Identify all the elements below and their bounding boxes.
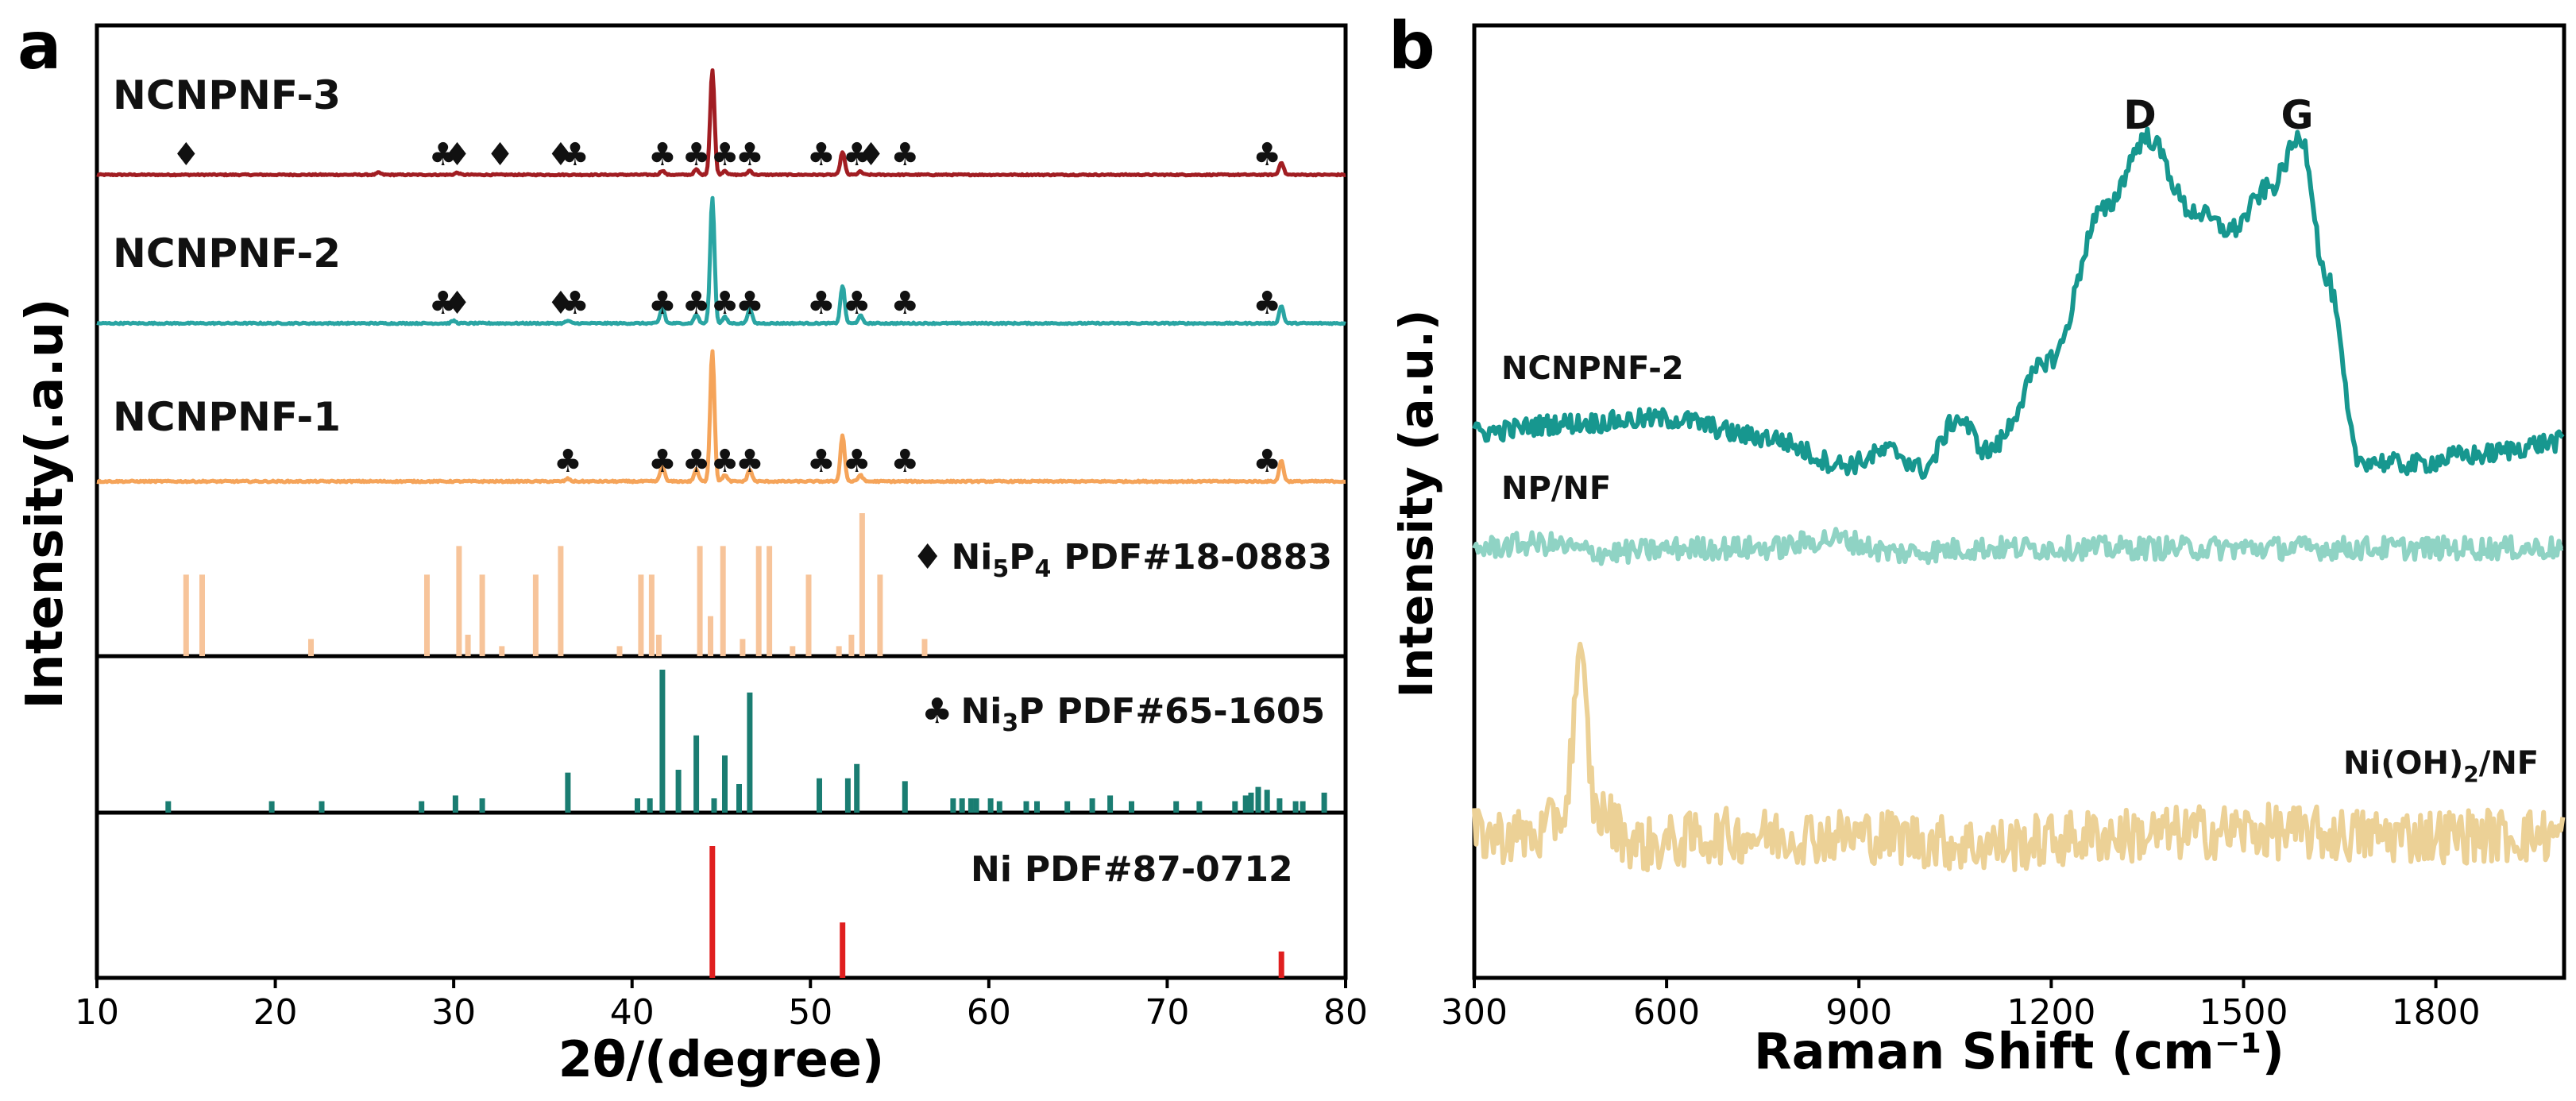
club-marker-ncnpnf-2-5: ♣ <box>736 285 764 322</box>
panel-b-spectra <box>1472 126 2566 873</box>
panel-b-x-axis-title: Raman Shift (cm⁻¹) <box>1754 1022 2284 1080</box>
panel-b-tick-label-1200: 1200 <box>2006 992 2095 1033</box>
club-marker-ncnpnf-1-5: ♣ <box>807 443 836 480</box>
panel-b-tick-label-1500: 1500 <box>2199 992 2288 1033</box>
club-marker-ncnpnf-1-2: ♣ <box>682 443 711 480</box>
club-marker-ncnpnf-2-2: ♣ <box>648 285 677 322</box>
sample-label-ncnpnf-1: NCNPNF-1 <box>113 394 341 440</box>
diamond-marker-ncnpnf-3-4: ♦ <box>857 137 886 173</box>
panel-a-sample-patterns <box>96 68 1346 485</box>
series-label-ni-oh-2-nf: Ni(OH)2/NF <box>2343 745 2539 787</box>
panel-b-frame <box>1472 23 2566 980</box>
club-marker-ncnpnf-2-4: ♣ <box>711 285 740 322</box>
panel-a-frame <box>95 23 1348 980</box>
sample-label-ncnpnf-3: NCNPNF-3 <box>113 72 341 118</box>
panel-a-letter: a <box>17 9 61 84</box>
panel-b-y-axis-title: Intensity (a.u.) <box>1389 310 1443 698</box>
panel-a-reference-lines <box>165 513 1327 978</box>
club-marker-ncnpnf-2-7: ♣ <box>843 285 871 322</box>
panel-a-x-axis: 10 20 30 40 50 60 70 80 <box>75 978 1368 1033</box>
series-label-np-nf: NP/NF <box>1501 470 1611 507</box>
panel-a-x-axis-title: 2θ/(degree) <box>558 1030 885 1088</box>
club-marker-ncnpnf-1-7: ♣ <box>890 443 919 480</box>
panel-a-tick-label-50: 50 <box>788 992 832 1033</box>
club-marker-ncnpnf-2-9: ♣ <box>1253 285 1281 322</box>
series-label-ncnpnf-2: NCNPNF-2 <box>1501 350 1684 387</box>
reference-label-ni3p: ♣ Ni3P PDF#65-1605 <box>921 691 1325 737</box>
panel-b-tick-label-1800: 1800 <box>2392 992 2481 1033</box>
club-marker-ncnpnf-3-9: ♣ <box>1253 137 1281 173</box>
panel-b-x-axis: 300 600 900 1200 1500 1800 <box>1441 978 2481 1033</box>
club-marker-ncnpnf-1-6: ♣ <box>843 443 871 480</box>
reference-label-ni5p4: ♦ Ni5P4 PDF#18-0883 <box>912 537 1332 583</box>
club-marker-ncnpnf-3-7: ♣ <box>843 137 871 173</box>
spectrum-ncnpnf-2 <box>1472 126 2565 480</box>
spectrum-np-nf <box>1472 527 2563 566</box>
diamond-marker-ncnpnf-3-3: ♦ <box>546 137 575 173</box>
club-marker-ncnpnf-3-5: ♣ <box>736 137 764 173</box>
club-marker-ncnpnf-3-2: ♣ <box>648 137 677 173</box>
diamond-marker-ncnpnf-2-0: ♦ <box>443 285 472 322</box>
panel-a-tick-label-40: 40 <box>610 992 655 1033</box>
club-marker-ncnpnf-1-4: ♣ <box>736 443 764 480</box>
panel-b-letter: b <box>1388 9 1435 84</box>
spectrum-ni-oh-2-nf <box>1472 641 2566 873</box>
pattern-ncnpnf-3 <box>96 68 1346 178</box>
club-marker-ncnpnf-1-0: ♣ <box>554 443 582 480</box>
panel-b-raman: b NCNPNF-2 NP/NF Ni(OH)2/NF D G 300 600 90… <box>1388 9 2566 1080</box>
sample-label-ncnpnf-2: NCNPNF-2 <box>113 230 341 276</box>
club-marker-ncnpnf-3-1: ♣ <box>561 137 589 173</box>
club-marker-ncnpnf-1-1: ♣ <box>648 443 677 480</box>
peak-label-d: D <box>2123 92 2157 138</box>
pattern-ncnpnf-2 <box>96 195 1346 326</box>
panel-b-tick-label-600: 600 <box>1633 992 1700 1033</box>
panel-b-tick-label-900: 900 <box>1825 992 1892 1033</box>
diamond-marker-ncnpnf-2-1: ♦ <box>546 285 575 322</box>
panel-a-tick-label-60: 60 <box>967 992 1011 1033</box>
panel-a-tick-label-80: 80 <box>1323 992 1368 1033</box>
panel-a-tick-label-10: 10 <box>75 992 119 1033</box>
diamond-marker-ncnpnf-3-0: ♦ <box>172 137 200 173</box>
diamond-marker-ncnpnf-3-2: ♦ <box>486 137 515 173</box>
club-marker-ncnpnf-2-0: ♣ <box>429 285 458 322</box>
peak-label-g: G <box>2281 92 2313 138</box>
diamond-marker-ncnpnf-3-1: ♦ <box>443 137 472 173</box>
pattern-ncnpnf-1 <box>96 349 1346 485</box>
club-marker-ncnpnf-3-4: ♣ <box>711 137 740 173</box>
club-marker-ncnpnf-2-1: ♣ <box>561 285 589 322</box>
club-marker-ncnpnf-2-3: ♣ <box>682 285 711 322</box>
panel-b-tick-label-300: 300 <box>1441 992 1508 1033</box>
panel-a-phase-markers: ♣ ♣ ♣ ♣ ♣♣ ♣ ♣ ♣ ♣♦ ♦ ♦ ♦ ♦♣ ♣ ♣ ♣ ♣♣ ♣ ♣ ♣ ♣♦ ♦♣ ♣ ♣ ♣♣ ♣ ♣ ♣ ♣ <box>172 137 1281 480</box>
panel-a-xrd: a ♣ ♣ ♣ ♣ ♣♣ ♣ ♣ ♣ ♣♦ ♦ ♦ ♦ ♦♣ ♣ ♣ ♣ ♣♣ ♣ ♣ ♣ ♣♦ ♦♣ ♣ ♣ ♣♣ ♣ ♣ ♣ ♣ N… <box>16 9 1368 1088</box>
club-marker-ncnpnf-1-8: ♣ <box>1253 443 1281 480</box>
club-marker-ncnpnf-1-3: ♣ <box>711 443 740 480</box>
club-marker-ncnpnf-3-0: ♣ <box>429 137 458 173</box>
reference-label-ni: Ni PDF#87-0712 <box>971 849 1293 890</box>
club-marker-ncnpnf-3-3: ♣ <box>682 137 711 173</box>
club-marker-ncnpnf-2-6: ♣ <box>807 285 836 322</box>
club-marker-ncnpnf-3-8: ♣ <box>890 137 919 173</box>
club-marker-ncnpnf-2-8: ♣ <box>890 285 919 322</box>
panel-a-tick-label-20: 20 <box>253 992 298 1033</box>
panel-a-y-axis-title: Intensity(.a.u) <box>16 298 75 709</box>
panel-a-tick-label-30: 30 <box>431 992 476 1033</box>
club-marker-ncnpnf-3-6: ♣ <box>807 137 836 173</box>
panel-a-tick-label-70: 70 <box>1145 992 1189 1033</box>
